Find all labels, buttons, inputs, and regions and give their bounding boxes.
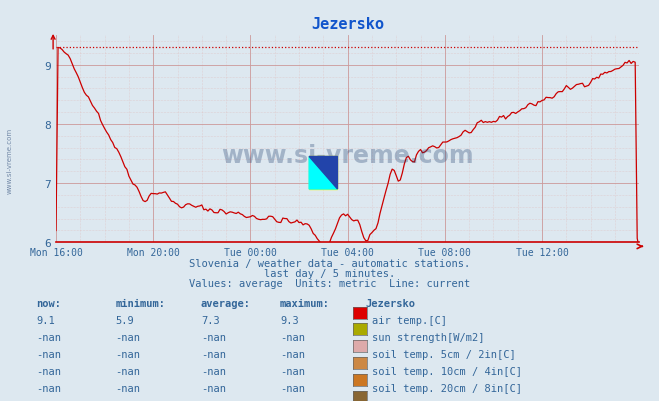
- Text: -nan: -nan: [201, 332, 226, 342]
- Text: -nan: -nan: [280, 366, 305, 376]
- Text: www.si-vreme.com: www.si-vreme.com: [221, 144, 474, 168]
- Text: -nan: -nan: [115, 366, 140, 376]
- Text: 9.1: 9.1: [36, 316, 55, 326]
- Text: -nan: -nan: [36, 332, 61, 342]
- Text: now:: now:: [36, 299, 61, 309]
- Bar: [309, 157, 337, 190]
- Text: -nan: -nan: [36, 366, 61, 376]
- Text: 9.3: 9.3: [280, 316, 299, 326]
- Text: Slovenia / weather data - automatic stations.: Slovenia / weather data - automatic stat…: [189, 259, 470, 269]
- Text: -nan: -nan: [280, 349, 305, 359]
- Text: -nan: -nan: [201, 366, 226, 376]
- Polygon shape: [309, 157, 337, 190]
- Text: average:: average:: [201, 299, 251, 309]
- Text: -nan: -nan: [36, 400, 61, 401]
- Text: -nan: -nan: [280, 332, 305, 342]
- Text: soil temp. 30cm / 12in[C]: soil temp. 30cm / 12in[C]: [372, 400, 529, 401]
- Text: -nan: -nan: [115, 332, 140, 342]
- Text: -nan: -nan: [36, 383, 61, 393]
- Text: sun strength[W/m2]: sun strength[W/m2]: [372, 332, 485, 342]
- Text: 7.3: 7.3: [201, 316, 219, 326]
- Text: -nan: -nan: [201, 383, 226, 393]
- Text: soil temp. 5cm / 2in[C]: soil temp. 5cm / 2in[C]: [372, 349, 516, 359]
- Text: maximum:: maximum:: [280, 299, 330, 309]
- Polygon shape: [309, 157, 337, 190]
- Text: -nan: -nan: [201, 400, 226, 401]
- Text: www.si-vreme.com: www.si-vreme.com: [7, 128, 13, 193]
- Text: -nan: -nan: [36, 349, 61, 359]
- Text: -nan: -nan: [115, 349, 140, 359]
- Text: Values: average  Units: metric  Line: current: Values: average Units: metric Line: curr…: [189, 279, 470, 289]
- Text: minimum:: minimum:: [115, 299, 165, 309]
- Text: Jezersko: Jezersko: [366, 299, 416, 309]
- Text: soil temp. 20cm / 8in[C]: soil temp. 20cm / 8in[C]: [372, 383, 523, 393]
- Text: -nan: -nan: [115, 383, 140, 393]
- Text: last day / 5 minutes.: last day / 5 minutes.: [264, 269, 395, 279]
- Text: -nan: -nan: [280, 383, 305, 393]
- Text: soil temp. 10cm / 4in[C]: soil temp. 10cm / 4in[C]: [372, 366, 523, 376]
- Text: -nan: -nan: [280, 400, 305, 401]
- Title: Jezersko: Jezersko: [311, 17, 384, 32]
- Text: air temp.[C]: air temp.[C]: [372, 316, 447, 326]
- Text: -nan: -nan: [115, 400, 140, 401]
- Text: -nan: -nan: [201, 349, 226, 359]
- Text: 5.9: 5.9: [115, 316, 134, 326]
